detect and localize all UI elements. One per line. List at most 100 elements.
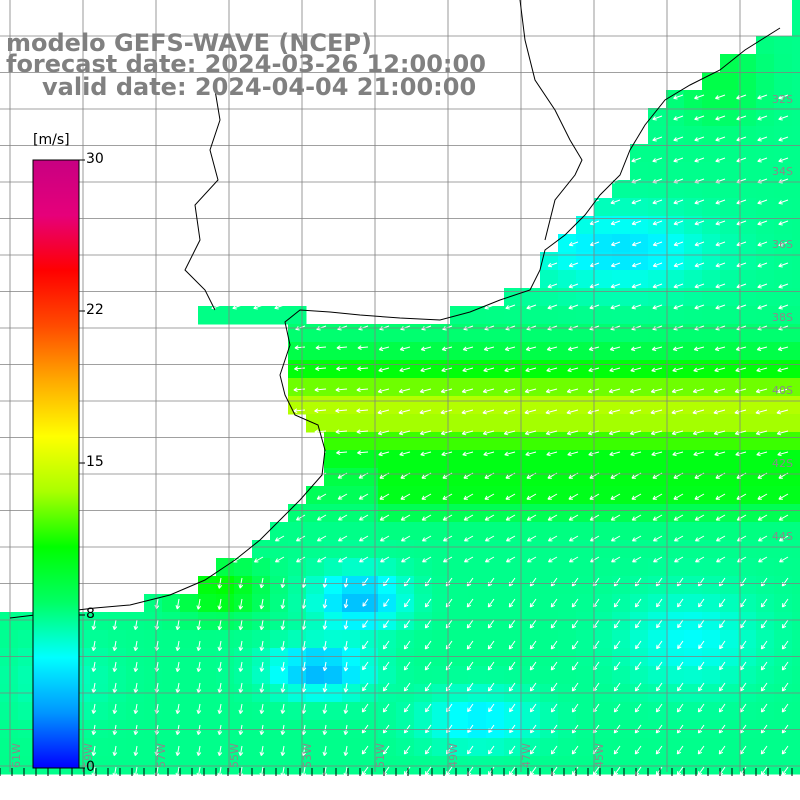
wind-arrow <box>609 346 621 352</box>
wind-arrow <box>698 619 705 629</box>
wind-cell <box>126 612 145 631</box>
wind-arrow <box>757 493 768 500</box>
wind-cell <box>738 432 757 451</box>
wind-cell <box>324 702 343 721</box>
wind-cell <box>702 558 721 577</box>
wind-arrow <box>133 745 139 757</box>
wind-cell <box>774 756 793 775</box>
wind-cell <box>450 504 469 523</box>
wind-arrow <box>550 598 558 608</box>
wind-arrow <box>715 94 726 100</box>
wind-cell <box>648 378 667 397</box>
wind-cell <box>162 612 181 631</box>
wind-cell <box>504 756 523 775</box>
wind-cell <box>630 648 649 667</box>
wind-arrow <box>362 640 369 650</box>
wind-arrow <box>757 220 768 226</box>
wind-cell <box>684 252 703 271</box>
wind-cell <box>594 270 613 289</box>
wind-cell <box>594 666 613 685</box>
wind-arrow <box>424 640 432 650</box>
wind-arrow <box>673 115 684 121</box>
wind-cell <box>792 666 800 685</box>
wind-cell <box>666 576 685 595</box>
wind-cell <box>360 630 379 649</box>
wind-cell <box>612 432 631 451</box>
wind-arrow <box>760 598 768 608</box>
wind-cell <box>468 630 487 649</box>
wind-arrow <box>671 388 684 394</box>
wind-cell <box>774 612 793 631</box>
wind-cell <box>792 126 800 145</box>
wind-arrow <box>571 745 579 755</box>
wind-cell <box>432 414 451 433</box>
wind-cell <box>252 630 271 649</box>
wind-cell <box>594 378 613 397</box>
wind-cell <box>252 738 271 757</box>
wind-cell <box>648 198 667 217</box>
wind-arrow <box>652 136 663 142</box>
wind-arrow <box>714 346 726 352</box>
wind-cell <box>738 342 757 361</box>
wind-arrow <box>382 682 390 692</box>
wind-cell <box>630 612 649 631</box>
wind-cell <box>342 414 361 433</box>
wind-arrow <box>630 367 642 373</box>
wind-arrow <box>505 493 516 500</box>
wind-cell <box>396 414 415 433</box>
wind-arrow <box>232 304 243 310</box>
wind-cell <box>594 450 613 469</box>
wind-cell <box>792 468 800 487</box>
wind-arrow <box>779 556 789 563</box>
wind-cell <box>468 450 487 469</box>
wind-cell <box>684 630 703 649</box>
wind-arrow <box>253 304 264 310</box>
wind-cell <box>162 630 181 649</box>
wind-cell <box>414 540 433 559</box>
wind-cell <box>612 594 631 613</box>
wind-arrow <box>718 745 726 755</box>
wind-cell <box>738 612 757 631</box>
wind-arrow <box>673 535 684 542</box>
wind-cell <box>0 648 19 667</box>
wind-arrow <box>613 640 621 650</box>
wind-cell <box>648 252 667 271</box>
wind-cell <box>270 702 289 721</box>
wind-cell <box>432 504 451 523</box>
wind-arrow <box>259 766 265 778</box>
wind-cell <box>396 486 415 505</box>
wind-arrow <box>343 577 349 588</box>
wind-arrow <box>259 577 265 589</box>
wind-arrow <box>756 367 768 373</box>
wind-arrow <box>656 682 663 692</box>
wind-cell <box>504 648 523 667</box>
wind-cell <box>522 630 541 649</box>
wind-arrow <box>508 766 516 776</box>
wind-arrow <box>336 366 348 371</box>
wind-cell <box>684 648 703 667</box>
wind-cell <box>432 468 451 487</box>
wind-cell <box>792 90 800 109</box>
wind-cell <box>576 648 595 667</box>
wind-arrow <box>378 451 390 457</box>
wind-arrow <box>524 388 537 394</box>
wind-cell <box>468 378 487 397</box>
wind-arrow <box>652 514 663 521</box>
wind-cell <box>306 702 325 721</box>
wind-arrow <box>293 387 306 393</box>
wind-cell <box>738 306 757 325</box>
wind-arrow <box>567 451 579 457</box>
wind-cell <box>108 666 127 685</box>
wind-arrow <box>196 598 202 610</box>
wind-cell <box>468 594 487 613</box>
wind-cell <box>756 648 775 667</box>
wind-cell <box>486 756 505 775</box>
wind-cell <box>774 126 793 145</box>
wind-arrow <box>781 745 789 755</box>
wind-arrow <box>694 304 705 310</box>
wind-cell <box>612 702 631 721</box>
wind-cell <box>756 162 775 181</box>
wind-arrow <box>337 493 348 500</box>
wind-cell <box>270 306 289 325</box>
wind-arrow <box>613 577 621 587</box>
